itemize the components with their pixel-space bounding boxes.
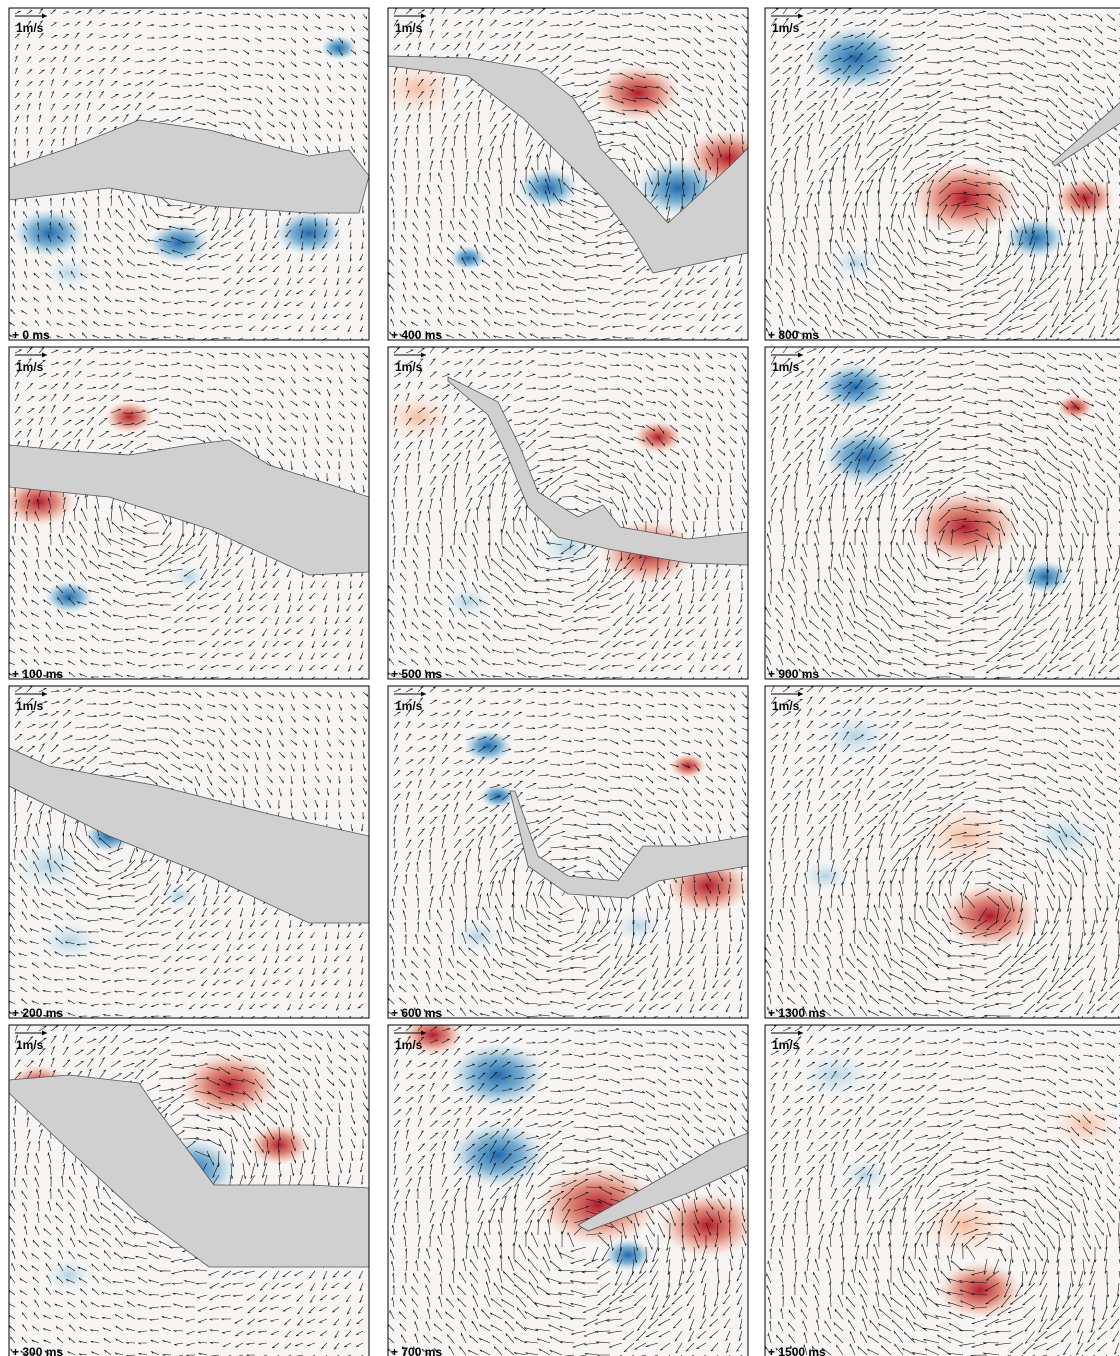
time-label: + 500 ms <box>391 667 442 681</box>
panel: 1m/s + 0 ms <box>9 8 369 344</box>
time-label: + 700 ms <box>391 1345 442 1356</box>
vorticity-blob <box>831 247 879 279</box>
scale-label: 1m/s <box>395 1038 423 1052</box>
scale-label: 1m/s <box>395 360 423 374</box>
panel: 1m/s + 500 ms <box>382 346 749 684</box>
figure: 1m/s + 0 ms 1m/s + 100 ms 1m/s + 200 ms 1m/s + … <box>0 0 1120 1356</box>
vorticity-blob <box>911 491 1019 563</box>
scale-label: 1m/s <box>16 360 44 374</box>
panel-field <box>9 8 369 344</box>
panel-field <box>387 1015 756 1356</box>
panel-field <box>7 686 369 1022</box>
vorticity-blob <box>1005 218 1065 258</box>
panel-field <box>763 345 1120 687</box>
vorticity-blob <box>823 429 907 485</box>
vorticity-blob <box>917 1193 1013 1257</box>
vorticity-blob <box>1057 395 1093 419</box>
vorticity-blob <box>45 1259 93 1291</box>
vorticity-blob <box>660 1193 756 1257</box>
panel: 1m/s + 600 ms <box>387 686 750 1024</box>
time-label: + 300 ms <box>12 1345 63 1356</box>
vorticity-blob <box>1021 561 1069 593</box>
time-label: + 0 ms <box>12 328 50 342</box>
vorticity-blob <box>841 1159 889 1191</box>
vorticity-blob <box>321 36 357 60</box>
vorticity-blob <box>464 730 512 762</box>
time-label: + 800 ms <box>768 328 819 342</box>
panel-field <box>382 346 749 684</box>
panel-field <box>8 1023 370 1356</box>
time-label: + 100 ms <box>12 667 63 681</box>
vorticity-blob <box>1029 812 1101 860</box>
vorticity-blob <box>105 401 153 433</box>
vorticity-blob <box>45 257 93 289</box>
vorticity-blob <box>45 581 93 613</box>
vorticity-blob <box>799 1051 871 1099</box>
panel-field <box>387 686 750 1024</box>
panel-field <box>376 7 770 345</box>
panel: 1m/s + 200 ms <box>7 686 369 1022</box>
vorticity-blob <box>450 1043 546 1107</box>
vorticity-blob <box>942 884 1038 948</box>
scale-label: 1m/s <box>16 1038 44 1052</box>
time-label: + 400 ms <box>391 328 442 342</box>
scale-label: 1m/s <box>772 1038 800 1052</box>
panel: 1m/s + 800 ms <box>763 6 1120 349</box>
panel: 1m/s + 100 ms <box>3 347 369 683</box>
panel: 1m/s + 300 ms <box>8 1023 370 1356</box>
time-label: + 200 ms <box>12 1006 63 1020</box>
scale-label: 1m/s <box>395 21 423 35</box>
vorticity-blob <box>819 363 891 411</box>
panel-field <box>765 1024 1120 1356</box>
time-label: + 1500 ms <box>768 1345 826 1356</box>
panel: 1m/s + 700 ms <box>387 1015 756 1356</box>
panel-field <box>763 6 1120 349</box>
vorticity-blob <box>450 246 486 270</box>
panel: 1m/s + 1300 ms <box>765 685 1120 1026</box>
scale-label: 1m/s <box>395 699 423 713</box>
panel: 1m/s + 1500 ms <box>765 1024 1120 1356</box>
vorticity-blob <box>801 860 849 892</box>
vorticity-blob <box>454 920 502 952</box>
panel: 1m/s + 400 ms <box>376 7 770 345</box>
panel-field <box>3 347 369 683</box>
vorticity-blob <box>39 921 99 961</box>
vorticity-blob <box>171 565 207 589</box>
vorticity-blob <box>444 586 492 618</box>
scale-label: 1m/s <box>772 21 800 35</box>
scale-label: 1m/s <box>772 699 800 713</box>
vorticity-blob <box>819 712 891 760</box>
vorticity-blob <box>181 1053 277 1117</box>
panel-field <box>765 685 1120 1026</box>
vorticity-blob <box>275 211 342 256</box>
scale-label: 1m/s <box>16 21 44 35</box>
panel: 1m/s + 900 ms <box>763 345 1120 687</box>
time-label: + 600 ms <box>391 1006 442 1020</box>
scale-label: 1m/s <box>772 360 800 374</box>
scale-label: 1m/s <box>16 699 44 713</box>
time-label: + 900 ms <box>768 667 819 681</box>
time-label: + 1300 ms <box>768 1006 826 1020</box>
